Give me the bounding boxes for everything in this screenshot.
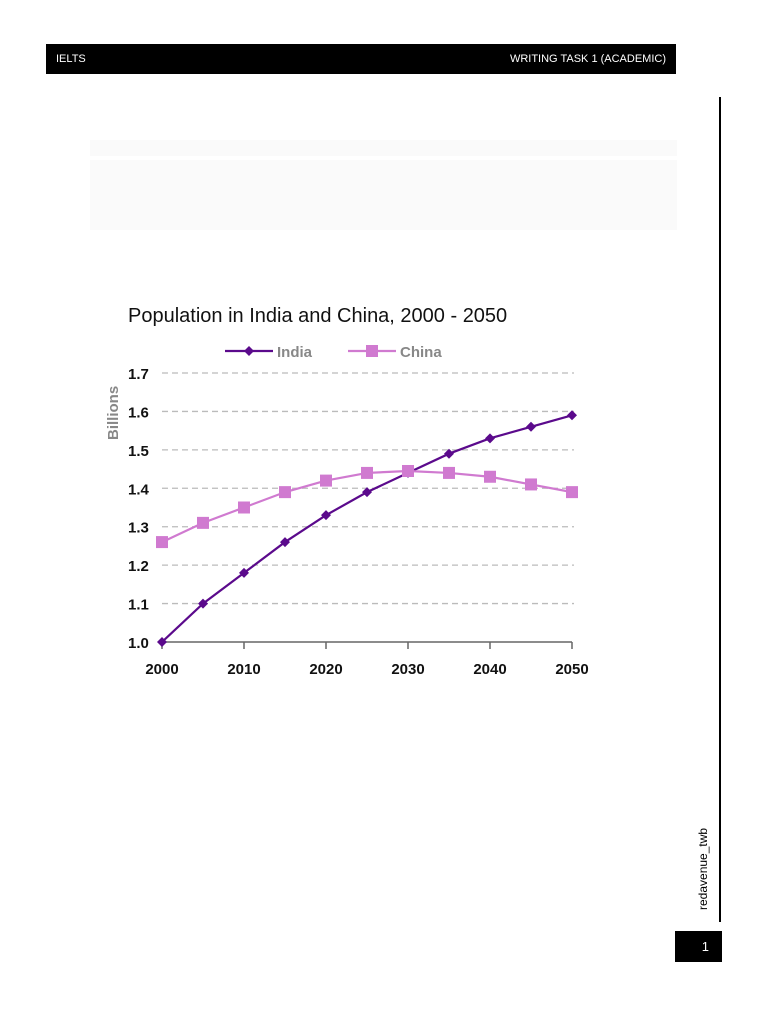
y-axis-label: Billions <box>105 386 122 440</box>
data-series <box>156 410 578 647</box>
chart-title: Population in India and China, 2000 - 20… <box>128 305 507 327</box>
y-tick-label: 1.2 <box>128 558 149 575</box>
square-marker-icon <box>320 474 332 487</box>
diamond-marker-icon <box>321 510 331 521</box>
diamond-marker-icon <box>362 487 372 498</box>
x-tick-label: 2000 <box>145 661 178 678</box>
square-marker-icon <box>443 466 455 479</box>
square-marker-icon <box>484 470 496 483</box>
diamond-marker-icon <box>567 410 577 421</box>
x-tick-label: 2050 <box>555 661 588 678</box>
side-rule <box>719 97 721 922</box>
square-marker-icon <box>279 486 291 499</box>
legend-item-india: India <box>225 344 313 361</box>
square-marker-icon <box>361 466 373 479</box>
diamond-marker-icon <box>157 637 167 647</box>
series-line <box>161 469 573 544</box>
y-tick-label: 1.6 <box>128 404 149 421</box>
y-tick-label: 1.4 <box>128 481 150 498</box>
page-number-badge: 1 <box>675 931 722 962</box>
diamond-marker-icon <box>280 537 290 548</box>
legend-item-china: China <box>348 344 442 361</box>
diamond-marker-icon <box>526 421 536 432</box>
header-right-label: WRITING TASK 1 (ACADEMIC) <box>509 53 666 65</box>
y-tick-label: 1.7 <box>128 366 149 383</box>
square-marker-icon <box>238 501 250 514</box>
line-chart: Population in India and China, 2000 - 20… <box>90 290 630 690</box>
square-marker-icon <box>197 516 209 529</box>
y-tick-label: 1.0 <box>128 635 149 652</box>
diamond-marker-icon <box>444 448 454 459</box>
chart-legend: India China <box>225 344 442 361</box>
header-left-label: IELTS <box>56 53 86 65</box>
series-china <box>156 464 578 549</box>
author-tag: redavenue_twb <box>696 827 710 910</box>
diamond-marker-icon <box>198 598 208 609</box>
series-india <box>157 410 577 647</box>
square-marker-icon <box>402 464 414 477</box>
x-tick-label: 2020 <box>309 661 342 678</box>
page-header: IELTS WRITING TASK 1 (ACADEMIC) <box>46 44 676 74</box>
blank-prompt-box-top <box>90 140 677 156</box>
square-marker-icon <box>366 345 378 357</box>
diamond-marker-icon <box>239 567 249 578</box>
x-tick-label: 2010 <box>227 661 260 678</box>
y-tick-label: 1.3 <box>128 520 149 537</box>
legend-label: China <box>400 344 442 361</box>
y-axis-ticks: 1.0 1.1 1.2 1.3 1.4 1.5 1.6 1.7 <box>128 366 150 652</box>
square-marker-icon <box>525 478 537 491</box>
square-marker-icon <box>156 536 168 549</box>
square-marker-icon <box>566 486 578 499</box>
page-number: 1 <box>701 939 709 954</box>
blank-prompt-box <box>90 160 677 230</box>
diamond-marker-icon <box>485 433 495 444</box>
y-tick-label: 1.1 <box>128 597 149 614</box>
x-tick-label: 2040 <box>473 661 506 678</box>
y-tick-label: 1.5 <box>128 443 149 460</box>
x-tick-label: 2030 <box>391 661 424 678</box>
legend-label: India <box>277 344 313 361</box>
diamond-marker-icon <box>244 346 254 356</box>
x-axis: 2000 2010 2020 2030 2040 2050 <box>145 641 589 678</box>
